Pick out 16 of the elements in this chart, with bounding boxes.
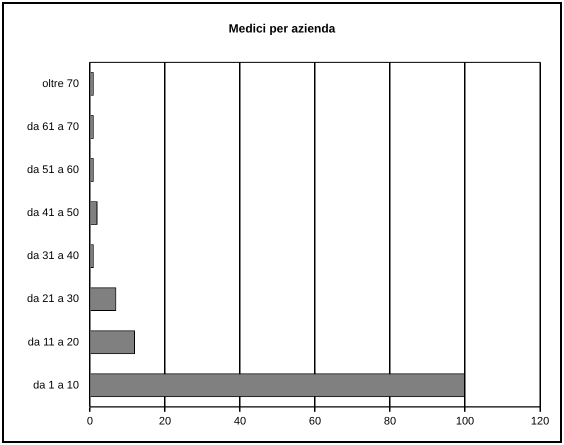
- x-tick-label: 120: [530, 415, 550, 428]
- x-tick-label: 0: [86, 415, 94, 428]
- x-tick-label: 40: [234, 415, 246, 428]
- y-tick-label: da 11 a 20: [28, 336, 79, 348]
- x-tick-label: 100: [456, 415, 474, 428]
- y-tick-label: da 31 a 40: [26, 250, 79, 262]
- x-tick-label: 80: [384, 415, 396, 428]
- y-tick-label: da 21 a 30: [26, 293, 79, 306]
- y-tick-label: da 61 a 70: [26, 121, 79, 134]
- x-tick-label: 60: [308, 415, 322, 428]
- y-tick-label: da 1 a 10: [33, 379, 79, 392]
- y-tick-label: da 41 a 50: [26, 207, 79, 220]
- y-tick-label: da 51 a 60: [26, 164, 79, 176]
- y-tick-label: oltre 70: [42, 78, 79, 90]
- x-tick-label: 20: [158, 415, 172, 428]
- chart-title: Medici per azienda: [228, 22, 336, 36]
